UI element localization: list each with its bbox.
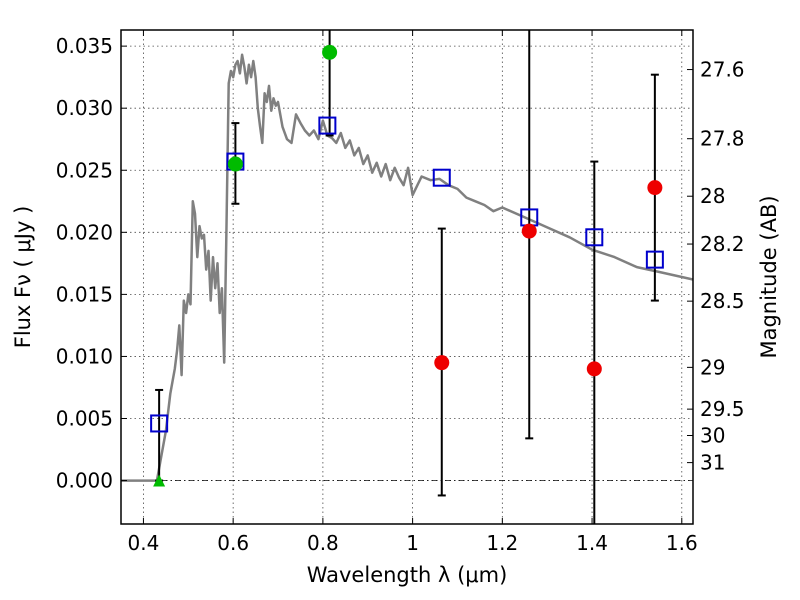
right-tick-label: 30 bbox=[700, 423, 725, 447]
y-tick-label: 0.035 bbox=[56, 34, 113, 58]
green-circle-marker bbox=[322, 44, 338, 60]
red-circle-marker bbox=[647, 180, 663, 196]
plot-frame bbox=[120, 29, 694, 525]
right-tick-label: 28.2 bbox=[700, 232, 745, 256]
red-circle-marker bbox=[586, 361, 602, 377]
upper-limit-triangle-marker bbox=[153, 474, 166, 487]
photometry-square-marker bbox=[318, 116, 337, 135]
y-tick-label: 0.020 bbox=[56, 220, 113, 244]
y-tick-label: 0.005 bbox=[56, 406, 113, 430]
right-tick-label: 29 bbox=[700, 355, 725, 379]
photometry-square-marker bbox=[150, 414, 169, 433]
red-circle-marker bbox=[521, 223, 537, 239]
red-circle-marker bbox=[434, 355, 450, 371]
y-tick-label: 0.010 bbox=[56, 344, 113, 368]
right-tick-label: 28.5 bbox=[700, 289, 745, 313]
photometry-square-marker bbox=[645, 250, 664, 269]
right-tick-label: 29.5 bbox=[700, 397, 745, 421]
grid bbox=[121, 30, 693, 524]
right-tick-label: 28 bbox=[700, 184, 725, 208]
y-tick-label: 0.030 bbox=[56, 96, 113, 120]
y-axis-label: Flux Fν ( μJy ) bbox=[11, 206, 35, 349]
x-tick-label: 0.4 bbox=[128, 531, 160, 555]
sed-model-curve bbox=[121, 53, 693, 482]
y-tick-label: 0.000 bbox=[56, 469, 113, 493]
green-circle-marker bbox=[227, 156, 243, 172]
y-tick-label: 0.015 bbox=[56, 282, 113, 306]
x-tick-label: 1 bbox=[406, 531, 419, 555]
x-tick-label: 0.8 bbox=[307, 531, 339, 555]
x-tick-label: 1.2 bbox=[486, 531, 518, 555]
y-tick-label: 0.025 bbox=[56, 158, 113, 182]
data-markers bbox=[150, 44, 664, 487]
x-tick-label: 1.4 bbox=[576, 531, 608, 555]
right-tick-label: 27.8 bbox=[700, 127, 745, 151]
right-tick-label: 31 bbox=[700, 451, 725, 475]
x-tick-label: 0.6 bbox=[217, 531, 249, 555]
sed-line bbox=[121, 53, 693, 482]
error-bars bbox=[155, 30, 659, 524]
x-axis-label: Wavelength λ (μm) bbox=[307, 563, 508, 587]
right-axis-label: Magnitude (AB) bbox=[757, 195, 781, 358]
photometry-square-marker bbox=[432, 168, 451, 187]
x-tick-label: 1.6 bbox=[666, 531, 698, 555]
axis-ticks: 0.4 0.6 0.8 1 1.2 1.4 1.6 0.000 0.005 0.010 0.015 0… bbox=[56, 30, 745, 555]
right-tick-label: 27.6 bbox=[700, 58, 745, 82]
photometry-square-marker bbox=[585, 228, 604, 247]
